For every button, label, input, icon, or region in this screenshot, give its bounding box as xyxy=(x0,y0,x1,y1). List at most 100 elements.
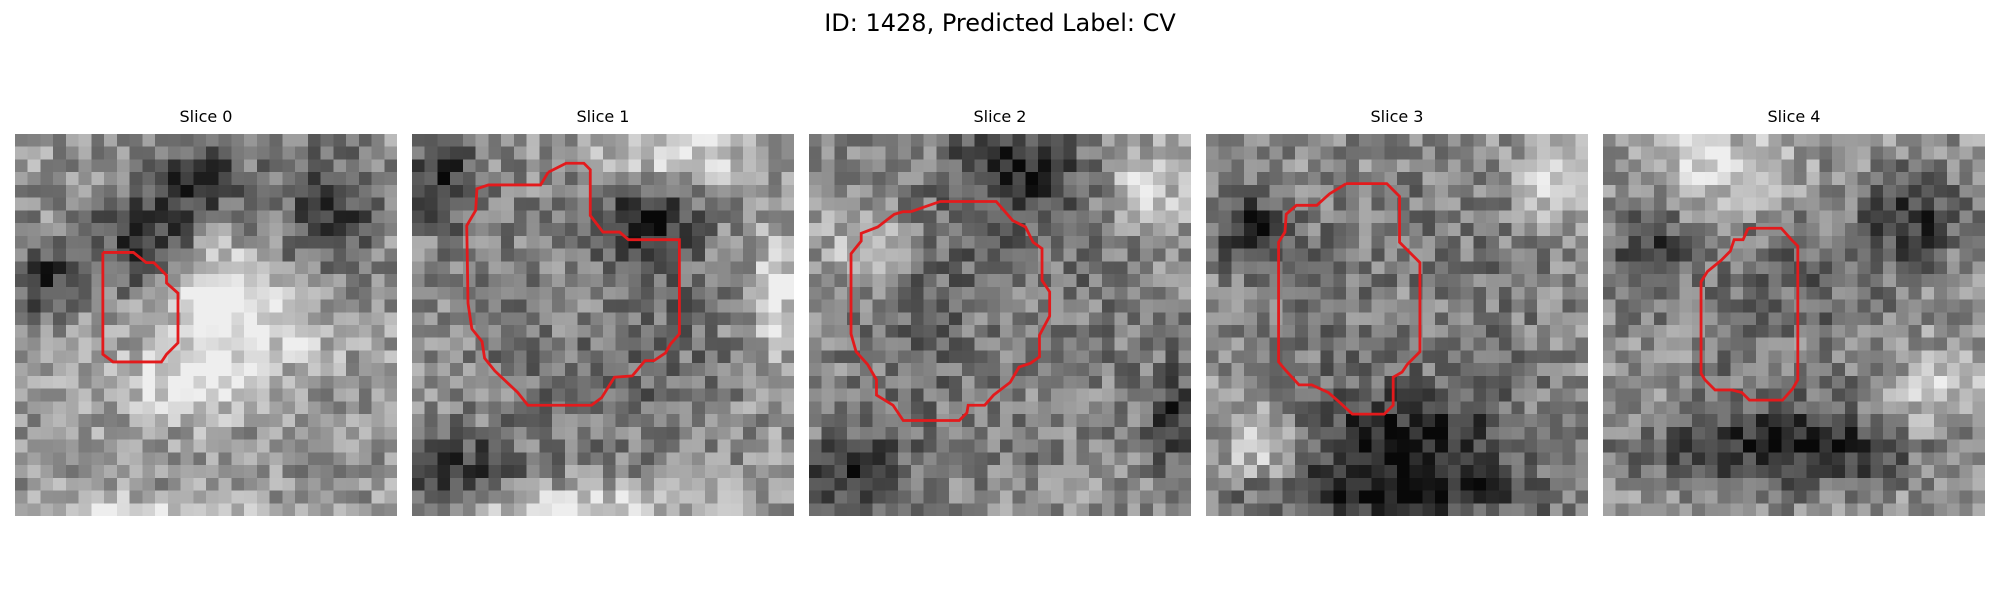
pixel xyxy=(974,490,988,504)
pixel xyxy=(488,312,502,326)
pixel xyxy=(717,312,731,326)
pixel xyxy=(898,401,912,415)
pixel xyxy=(1076,503,1090,516)
pixel xyxy=(1819,477,1833,491)
pixel xyxy=(1603,146,1616,160)
pixel xyxy=(1333,261,1347,275)
pixel xyxy=(282,274,296,288)
pixel xyxy=(717,325,731,338)
pixel xyxy=(1768,465,1782,479)
pixel xyxy=(1358,197,1372,211)
pixel xyxy=(1692,210,1706,224)
pixel xyxy=(256,312,270,326)
pixel xyxy=(1358,452,1372,466)
pixel xyxy=(1256,261,1270,275)
pixel xyxy=(282,172,296,186)
pixel xyxy=(1768,414,1782,428)
pixel xyxy=(320,146,334,160)
pixel xyxy=(1832,325,1846,338)
pixel xyxy=(564,426,578,440)
pixel xyxy=(987,401,1001,415)
pixel xyxy=(180,337,194,351)
pixel xyxy=(206,350,219,364)
pixel xyxy=(1537,172,1551,186)
pixel xyxy=(1549,286,1563,300)
pixel xyxy=(1307,312,1321,326)
pixel xyxy=(949,465,963,479)
pixel xyxy=(1165,184,1179,198)
pixel xyxy=(679,299,693,313)
pixel xyxy=(1679,414,1693,428)
pixel xyxy=(475,299,489,313)
pixel xyxy=(475,490,489,504)
pixel xyxy=(1781,248,1795,262)
pixel xyxy=(1231,325,1245,338)
pixel xyxy=(1692,286,1706,300)
pixel xyxy=(1870,503,1884,516)
pixel xyxy=(923,325,937,338)
pixel xyxy=(501,312,515,326)
pixel xyxy=(1692,248,1706,262)
pixel xyxy=(180,312,194,326)
pixel xyxy=(1755,426,1769,440)
pixel xyxy=(53,439,67,453)
pixel xyxy=(1704,503,1718,516)
pixel xyxy=(320,184,334,198)
pixel xyxy=(847,401,861,415)
pixel xyxy=(590,299,604,313)
pixel xyxy=(450,388,464,402)
pixel xyxy=(923,503,937,516)
pixel xyxy=(1794,172,1807,186)
pixel xyxy=(1371,312,1385,326)
pixel xyxy=(885,465,899,479)
pixel xyxy=(923,223,937,237)
pixel xyxy=(961,159,975,173)
pixel xyxy=(717,210,731,224)
pixel xyxy=(412,248,425,262)
pixel xyxy=(1921,490,1935,504)
pixel xyxy=(1486,439,1500,453)
pixel xyxy=(320,452,334,466)
pixel xyxy=(1152,452,1166,466)
pixel xyxy=(155,375,169,389)
pixel xyxy=(1537,146,1551,160)
pixel xyxy=(1089,426,1103,440)
pixel xyxy=(1537,490,1551,504)
pixel xyxy=(590,350,604,364)
pixel xyxy=(730,197,744,211)
pixel xyxy=(1549,401,1563,415)
pixel xyxy=(206,337,219,351)
pixel xyxy=(1089,235,1103,249)
pixel xyxy=(1307,388,1321,402)
pixel xyxy=(1397,286,1410,300)
pixel xyxy=(1114,325,1128,338)
pixel xyxy=(847,210,861,224)
pixel xyxy=(218,363,232,377)
pixel xyxy=(1921,274,1935,288)
pixel xyxy=(91,490,105,504)
pixel xyxy=(193,401,207,415)
pixel xyxy=(475,159,489,173)
pixel xyxy=(1934,490,1948,504)
pixel xyxy=(1384,235,1398,249)
pixel xyxy=(1549,184,1563,198)
pixel xyxy=(244,426,258,440)
pixel xyxy=(412,286,425,300)
pixel xyxy=(898,312,912,326)
pixel xyxy=(1140,375,1154,389)
pixel xyxy=(231,439,245,453)
pixel xyxy=(78,375,92,389)
pixel xyxy=(1050,375,1064,389)
pixel xyxy=(307,325,321,338)
pixel xyxy=(974,223,988,237)
pixel xyxy=(1282,248,1296,262)
pixel xyxy=(437,452,451,466)
pixel xyxy=(155,286,169,300)
pixel xyxy=(1140,363,1154,377)
pixel xyxy=(1152,388,1166,402)
pixel xyxy=(577,414,591,428)
pixel xyxy=(269,235,283,249)
pixel xyxy=(1447,197,1461,211)
pixel xyxy=(475,312,489,326)
pixel xyxy=(552,197,566,211)
